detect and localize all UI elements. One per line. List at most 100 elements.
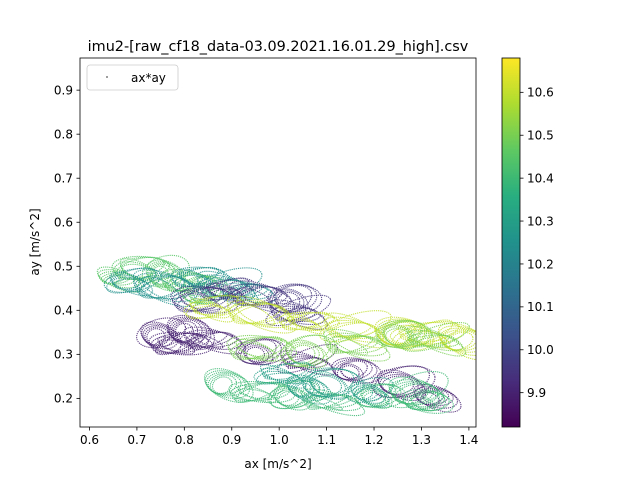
scatter-point-loop xyxy=(211,376,233,394)
scatter-point-loop xyxy=(411,396,432,409)
scatter-point-loop xyxy=(288,378,325,399)
scatter-point-loop xyxy=(206,282,247,303)
scatter-point-loop xyxy=(353,386,378,401)
scatter-point-loop xyxy=(228,302,291,325)
y-axis-label: ay [m/s^2] xyxy=(28,208,42,275)
scatter-point-loop xyxy=(309,373,347,397)
scatter-point-loop xyxy=(323,332,388,357)
scatter-point-loop xyxy=(196,270,259,307)
x-tick-label: 0.9 xyxy=(222,433,241,447)
scatter-point-loop xyxy=(196,274,256,302)
scatter-point-loop xyxy=(310,395,343,411)
scatter-point-loop xyxy=(237,384,277,403)
scatter-point-loop xyxy=(324,334,384,354)
scatter-point-loop xyxy=(339,363,364,381)
scatter-point-loop xyxy=(141,254,190,288)
scatter-point-loop xyxy=(183,329,243,350)
scatter-point-loop xyxy=(394,383,430,405)
scatter-point-loop xyxy=(389,379,443,408)
y-tick-label: 0.9 xyxy=(54,83,73,97)
scatter-point-loop xyxy=(356,388,374,400)
colorbar-tick-label: 10.1 xyxy=(527,300,554,314)
plot-frame xyxy=(79,57,477,428)
scatter-point-loop xyxy=(230,285,288,306)
y-tick-label: 0.4 xyxy=(54,304,73,318)
scatter-point-loop xyxy=(150,332,209,354)
scatter-point-loop xyxy=(345,377,394,403)
scatter-point-loop xyxy=(301,367,365,399)
colorbar-tick-label: 10.4 xyxy=(527,171,554,185)
scatter-point-loop xyxy=(381,375,415,395)
scatter-point-loop xyxy=(350,381,390,408)
scatter-point-loop xyxy=(301,388,366,417)
scatter-point-loop xyxy=(282,334,332,367)
scatter-point-loop xyxy=(336,360,368,381)
scatter-point-loop xyxy=(323,328,391,362)
scatter-point-loop xyxy=(242,343,274,366)
scatter-point-loop xyxy=(277,343,339,374)
scatter-point-loop xyxy=(174,266,220,288)
scatter-point-loop xyxy=(319,310,392,343)
scatter-point-loop xyxy=(183,295,244,319)
colorbar-tick-label: 9.9 xyxy=(527,386,546,400)
x-tick-label: 1.1 xyxy=(317,433,336,447)
colorbar-tick-label: 10.6 xyxy=(527,86,554,100)
scatter-point-loop xyxy=(140,321,182,353)
scatter-point-loop xyxy=(142,325,175,348)
legend-box xyxy=(86,64,179,91)
scatter-point-loop xyxy=(377,369,427,402)
scatter-point-loop xyxy=(136,317,187,349)
scatter-point-loop xyxy=(168,317,208,345)
scatter-point-loop xyxy=(308,370,350,400)
scatter-point-loop xyxy=(404,391,445,411)
scatter-point-loop xyxy=(406,325,467,357)
scatter-points xyxy=(96,254,476,417)
scatter-point-loop xyxy=(181,275,224,304)
scatter-point-loop xyxy=(332,358,378,382)
scatter-point-loop xyxy=(176,287,225,313)
scatter-point-loop xyxy=(166,314,216,351)
scatter-point-loop xyxy=(111,255,175,282)
scatter-point-loop xyxy=(172,320,199,343)
scatter-point-loop xyxy=(136,275,190,299)
scatter-point-loop xyxy=(110,274,150,293)
scatter-point-loop xyxy=(278,311,340,332)
scatter-point-loop xyxy=(226,334,298,362)
scatter-point-loop xyxy=(332,335,369,356)
scatter-point-loop xyxy=(192,333,224,349)
scatter-point-loop xyxy=(334,359,373,381)
scatter-point-loop xyxy=(191,303,227,316)
scatter-point-loop xyxy=(302,368,360,398)
scatter-point-loop xyxy=(235,302,276,327)
colorbar-tick-label: 10.0 xyxy=(527,343,554,357)
scatter-point-loop xyxy=(120,261,157,280)
scatter-point-loop xyxy=(141,323,179,350)
scatter-point-loop xyxy=(146,328,166,346)
scatter-point-loop xyxy=(207,373,242,396)
y-tick-label: 0.3 xyxy=(54,348,73,362)
scatter-point-loop xyxy=(180,293,217,310)
scatter-point-loop xyxy=(228,381,296,404)
scatter-point-loop xyxy=(203,368,254,403)
scatter-point-loop xyxy=(200,278,255,300)
scatter-point-loop xyxy=(311,375,343,395)
scatter-point-loop xyxy=(172,267,225,287)
scatter-point-loop xyxy=(384,370,449,409)
scatter-point-loop xyxy=(255,361,311,385)
scatter-point-loop xyxy=(174,287,230,312)
scatter-point-loop xyxy=(401,321,470,352)
scatter-point-loop xyxy=(185,294,239,320)
scatter-point-loop xyxy=(145,259,187,292)
scatter-point-loop xyxy=(290,344,316,364)
scatter-point-loop xyxy=(267,283,323,315)
y-tick-label: 0.2 xyxy=(54,392,73,406)
x-tick-label: 0.6 xyxy=(80,433,99,447)
colorbar-tick-label: 10.2 xyxy=(527,257,554,271)
scatter-point-loop xyxy=(353,383,407,409)
x-tick-label: 1.0 xyxy=(270,433,289,447)
scatter-point-loop xyxy=(355,383,402,408)
scatter-point-loop xyxy=(288,343,320,365)
scatter-point-loop xyxy=(363,391,385,405)
scatter-point-loop xyxy=(227,299,295,329)
scatter-point-loop xyxy=(205,371,247,397)
